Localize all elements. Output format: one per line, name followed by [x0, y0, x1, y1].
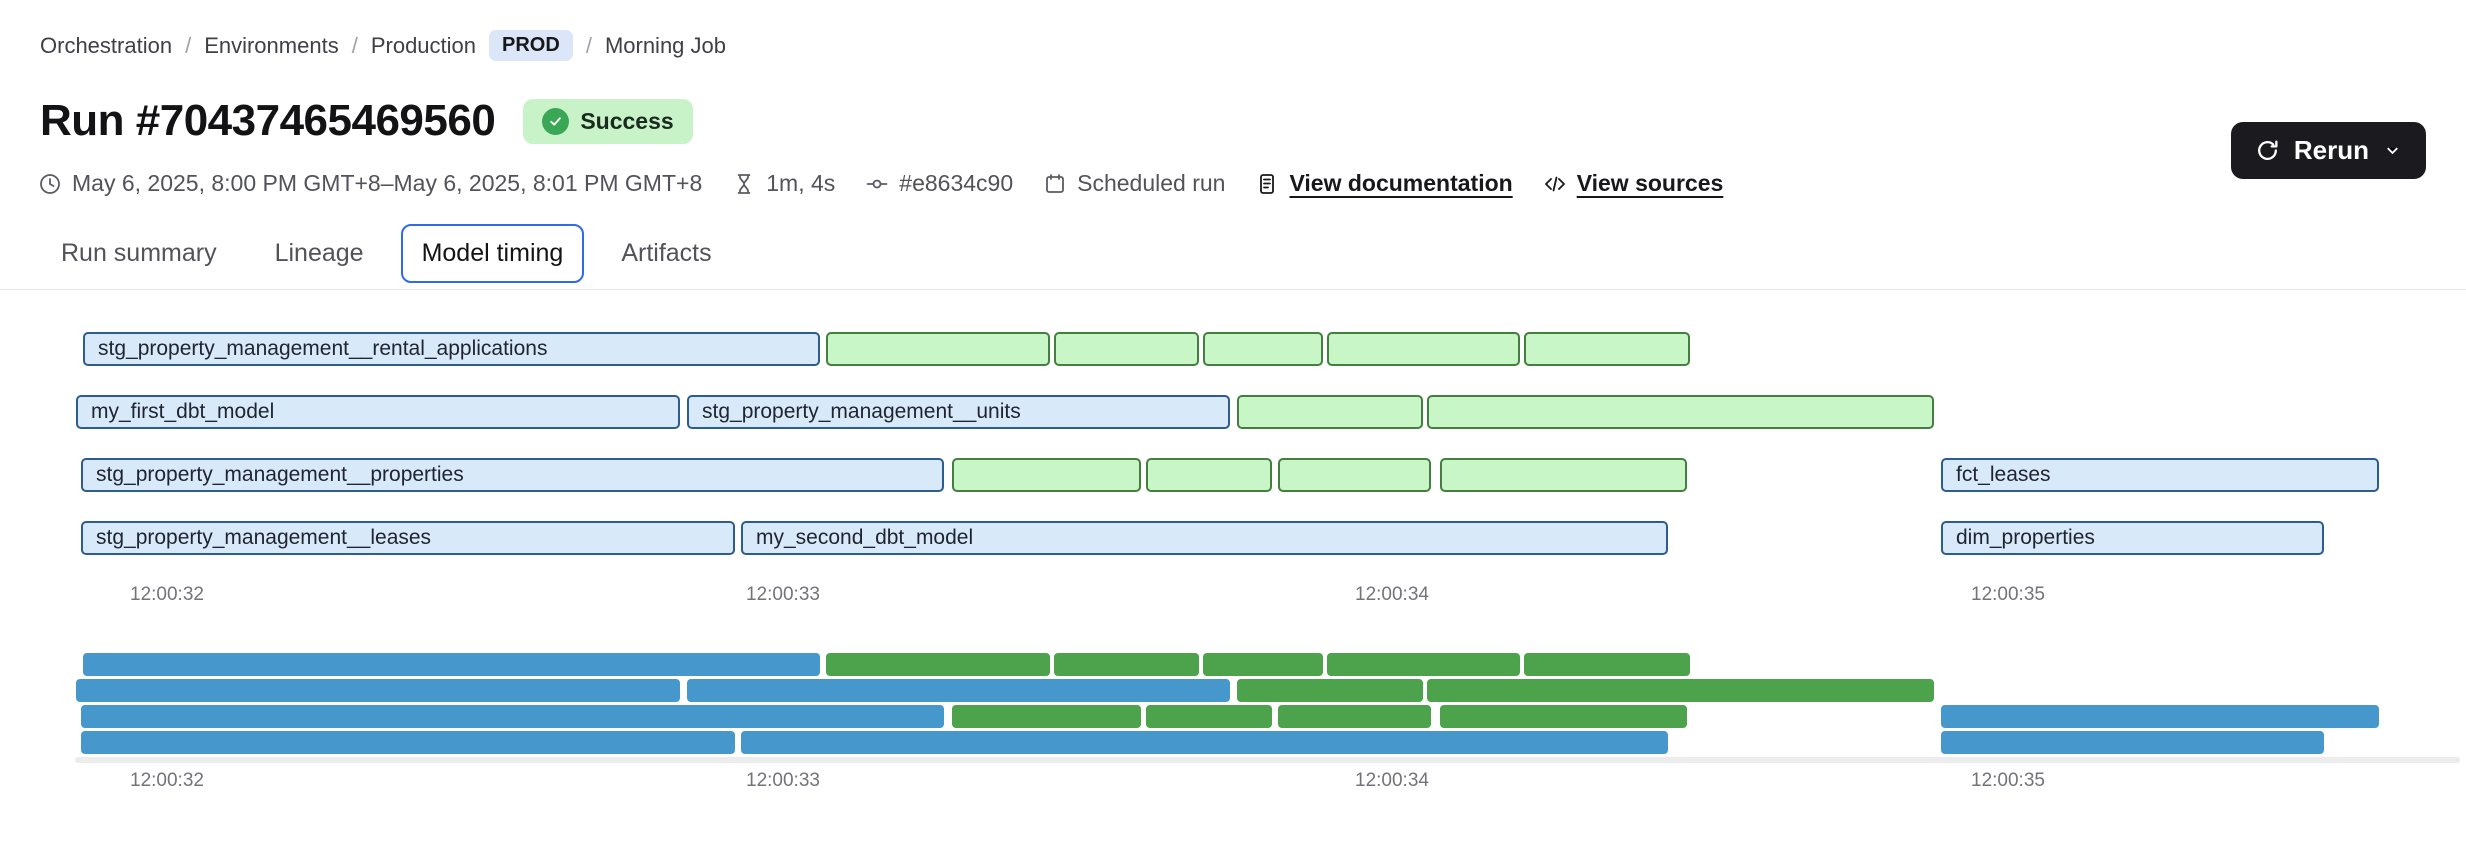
- gantt-bar[interactable]: [1203, 332, 1323, 366]
- minimap-bar: [1941, 731, 2324, 754]
- run-duration-text: 1m, 4s: [766, 170, 836, 196]
- gantt-axis-tick: 12:00:32: [130, 584, 204, 605]
- tab-artifacts[interactable]: Artifacts: [621, 239, 712, 267]
- gantt-bar-stg_property_management__properties[interactable]: stg_property_management__properties: [81, 458, 944, 492]
- gantt-axis-tick: 12:00:35: [1971, 584, 2045, 605]
- minimap-bar: [81, 705, 944, 728]
- view-documentation-label: View documentation: [1289, 170, 1513, 196]
- title-row: Run #70437465469560 Success: [40, 96, 693, 146]
- minimap-axis-tick: 12:00:34: [1355, 770, 1429, 791]
- minimap-bar: [1941, 705, 2379, 728]
- run-duration: 1m, 4s: [732, 170, 835, 197]
- tab-bar: Run summary Lineage Model timing Artifac…: [40, 224, 733, 283]
- view-sources-link[interactable]: View sources: [1543, 170, 1724, 197]
- tab-run-summary[interactable]: Run summary: [61, 239, 217, 267]
- view-documentation-link[interactable]: View documentation: [1255, 170, 1513, 197]
- gantt-axis-tick: 12:00:33: [746, 584, 820, 605]
- minimap-bar: [1327, 653, 1520, 676]
- minimap-axis-tick: 12:00:33: [746, 770, 820, 791]
- run-trigger: Scheduled run: [1043, 170, 1225, 197]
- minimap-bar: [81, 731, 735, 754]
- minimap-axis-tick: 12:00:32: [130, 770, 204, 791]
- breadcrumb: Orchestration / Environments / Productio…: [40, 30, 726, 61]
- chevron-down-icon: [2387, 147, 2398, 155]
- minimap-bar: [687, 679, 1230, 702]
- rerun-button[interactable]: Rerun: [2230, 122, 2426, 179]
- breadcrumb-separator: /: [185, 32, 192, 58]
- status-badge: Success: [523, 98, 693, 144]
- breadcrumb-production[interactable]: Production: [370, 32, 477, 58]
- gantt-axis-tick: 12:00:34: [1355, 584, 1429, 605]
- minimap-bar: [1427, 679, 1934, 702]
- view-sources-label: View sources: [1576, 170, 1724, 196]
- gantt-bar[interactable]: [1524, 332, 1690, 366]
- commit-hash-text: #e8634c90: [899, 170, 1014, 196]
- clock-icon: [40, 173, 60, 194]
- run-metadata-row: May 6, 2025, 8:00 PM GMT+8–May 6, 2025, …: [38, 170, 1723, 197]
- success-check-icon: [542, 107, 570, 135]
- gantt-bar[interactable]: [1278, 458, 1431, 492]
- commit-hash: #e8634c90: [865, 170, 1013, 197]
- code-icon: [1544, 176, 1565, 191]
- gantt-bar[interactable]: [1146, 458, 1272, 492]
- tab-model-timing[interactable]: Model timing: [400, 224, 585, 283]
- gantt-bar[interactable]: [1327, 332, 1520, 366]
- run-time-range-text: May 6, 2025, 8:00 PM GMT+8–May 6, 2025, …: [72, 170, 703, 196]
- minimap-axis-tick: 12:00:35: [1971, 770, 2045, 791]
- status-label: Success: [580, 107, 674, 134]
- environment-prod-badge: PROD: [489, 30, 573, 61]
- gantt-bar[interactable]: [952, 458, 1141, 492]
- gantt-bar-fct_leases[interactable]: fct_leases: [1941, 458, 2379, 492]
- gantt-bar-my_second_dbt_model[interactable]: my_second_dbt_model: [741, 521, 1668, 555]
- breadcrumb-separator: /: [351, 32, 358, 58]
- refresh-icon: [2257, 140, 2278, 160]
- page-title: Run #70437465469560: [40, 96, 496, 145]
- minimap-bar: [741, 731, 1668, 754]
- gantt-bar-stg_property_management__leases[interactable]: stg_property_management__leases: [81, 521, 735, 555]
- run-trigger-text: Scheduled run: [1077, 170, 1226, 196]
- git-commit-icon: [866, 179, 888, 188]
- breadcrumb-environments[interactable]: Environments: [204, 32, 339, 58]
- breadcrumb-orchestration[interactable]: Orchestration: [40, 32, 173, 58]
- minimap-bar: [1203, 653, 1323, 676]
- gantt-bar-dim_properties[interactable]: dim_properties: [1941, 521, 2324, 555]
- gantt-bar[interactable]: [826, 332, 1050, 366]
- gantt-bar-stg_property_management__rental_applications[interactable]: stg_property_management__rental_applicat…: [83, 332, 820, 366]
- gantt-bar[interactable]: [1440, 458, 1687, 492]
- gantt-bar[interactable]: [1054, 332, 1199, 366]
- breadcrumb-morning-job[interactable]: Morning Job: [604, 32, 727, 58]
- calendar-icon: [1046, 173, 1065, 193]
- minimap-bar: [1278, 705, 1431, 728]
- rerun-label: Rerun: [2293, 135, 2369, 165]
- minimap-bar: [83, 653, 820, 676]
- tab-divider: [0, 289, 2466, 290]
- minimap-bar: [826, 653, 1050, 676]
- gantt-bar[interactable]: [1237, 395, 1423, 429]
- minimap-bar: [1054, 653, 1199, 676]
- minimap-bar: [76, 679, 680, 702]
- minimap-bar: [1440, 705, 1687, 728]
- minimap-bar: [1146, 705, 1272, 728]
- minimap-scroll-track[interactable]: [75, 757, 2460, 763]
- minimap-bar: [1237, 679, 1423, 702]
- gantt-bar-stg_property_management__units[interactable]: stg_property_management__units: [687, 395, 1230, 429]
- hourglass-icon: [737, 173, 751, 194]
- minimap-bar: [1524, 653, 1690, 676]
- run-time-range: May 6, 2025, 8:00 PM GMT+8–May 6, 2025, …: [38, 170, 702, 197]
- minimap-bar: [952, 705, 1141, 728]
- tab-lineage[interactable]: Lineage: [274, 239, 364, 267]
- gantt-bar-my_first_dbt_model[interactable]: my_first_dbt_model: [76, 395, 680, 429]
- breadcrumb-separator: /: [585, 32, 592, 58]
- gantt-bar[interactable]: [1427, 395, 1934, 429]
- documentation-icon: [1260, 173, 1275, 194]
